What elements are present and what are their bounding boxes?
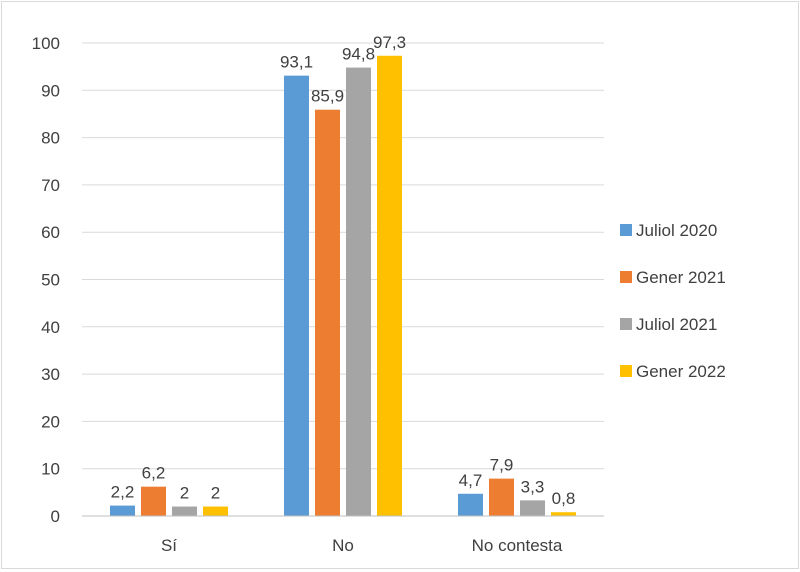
data-label: 97,3 — [373, 33, 406, 52]
legend-swatch — [620, 365, 632, 377]
gridlines — [82, 42, 604, 517]
legend-label: Gener 2022 — [636, 362, 726, 381]
data-label: 94,8 — [342, 45, 375, 64]
data-label: 6,2 — [142, 464, 166, 483]
y-tick-label: 70 — [41, 176, 60, 195]
y-tick-label: 50 — [41, 271, 60, 290]
data-label: 2 — [180, 484, 189, 503]
y-tick-label: 30 — [41, 365, 60, 384]
bar — [458, 493, 483, 516]
legend-label: Juliol 2020 — [636, 221, 717, 240]
legend-swatch — [620, 224, 632, 236]
data-label: 2 — [211, 484, 220, 503]
legend: Juliol 2020 Gener 2021 Juliol 2021 Gener 20… — [620, 221, 726, 381]
y-tick-label: 90 — [41, 81, 60, 100]
data-label: 2,2 — [111, 483, 135, 502]
legend-swatch — [620, 271, 632, 283]
bar — [203, 506, 228, 516]
bar — [315, 109, 340, 517]
bar — [551, 512, 576, 516]
bar — [520, 500, 545, 516]
x-tick-label: No contesta — [472, 536, 563, 555]
legend-label: Juliol 2021 — [636, 315, 717, 334]
data-label: 4,7 — [459, 471, 483, 490]
data-label: 93,1 — [280, 53, 313, 72]
data-label: 3,3 — [521, 477, 545, 496]
y-tick-label: 20 — [41, 412, 60, 431]
bar — [172, 506, 197, 516]
y-axis: 0 10 20 30 40 50 60 70 80 90 100 — [32, 34, 60, 526]
y-tick-label: 40 — [41, 318, 60, 337]
legend-label: Gener 2021 — [636, 268, 726, 287]
bar — [284, 75, 309, 517]
y-tick-label: 10 — [41, 460, 60, 479]
legend-swatch — [620, 318, 632, 330]
y-tick-label: 0 — [51, 507, 60, 526]
y-tick-label: 60 — [41, 223, 60, 242]
bars — [110, 55, 576, 517]
bar — [346, 67, 371, 516]
bar — [377, 55, 402, 517]
x-tick-label: No — [332, 536, 354, 555]
bar — [110, 505, 135, 516]
data-labels: 2,2 6,2 2 2 93,1 85,9 94,897,3 4,7 7,9 3,3 0,8 — [111, 33, 576, 508]
bar — [141, 486, 166, 516]
bar — [489, 478, 514, 516]
x-axis: Sí No No contesta — [82, 515, 604, 555]
data-label: 7,9 — [490, 456, 514, 475]
y-tick-label: 100 — [32, 34, 60, 53]
data-label: 85,9 — [311, 87, 344, 106]
y-tick-label: 80 — [41, 129, 60, 148]
data-label: 0,8 — [552, 489, 576, 508]
x-tick-label: Sí — [161, 536, 177, 555]
